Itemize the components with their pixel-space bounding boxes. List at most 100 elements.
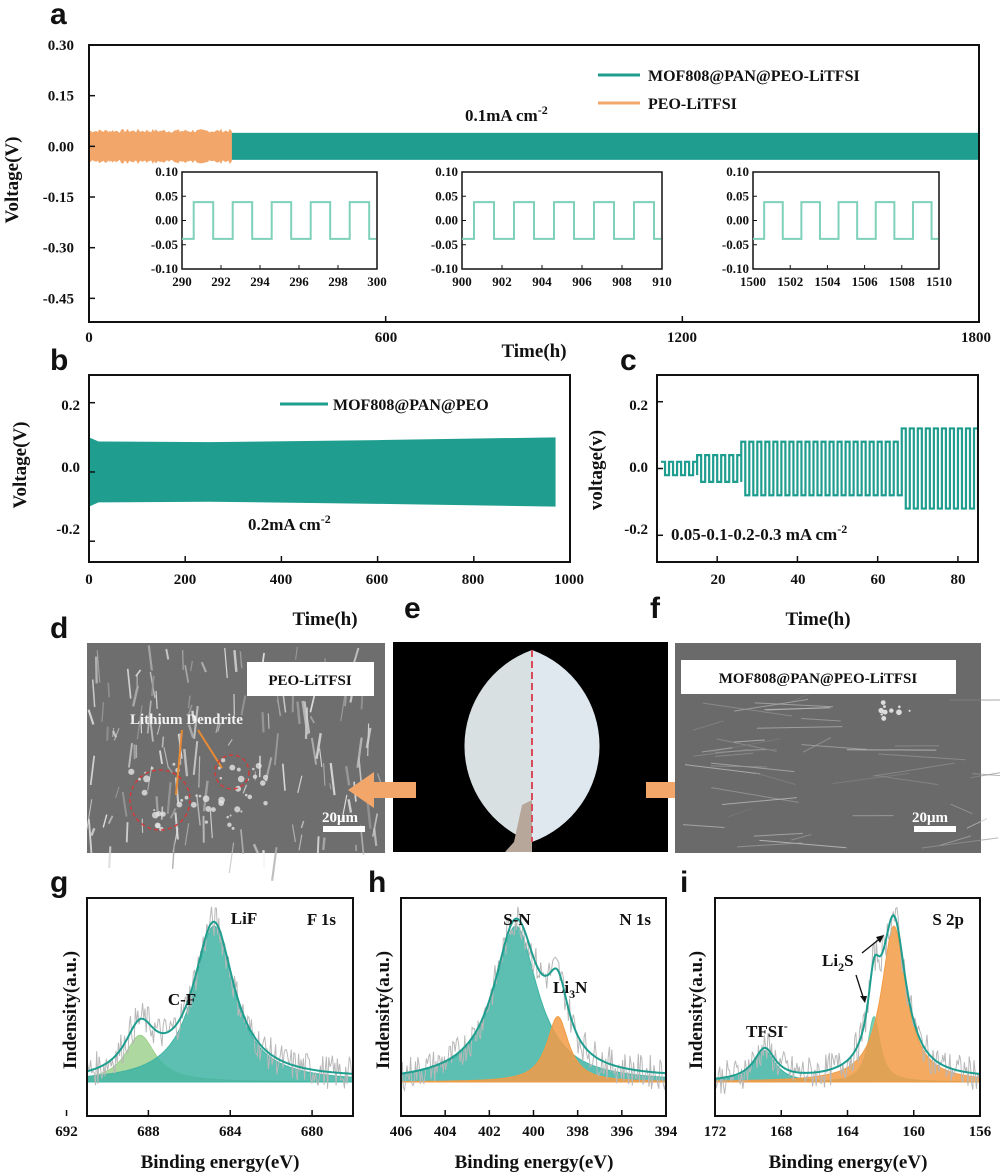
sem-ridge [111,730,118,738]
sem-ridge [89,755,96,786]
sem-particle [234,806,241,813]
inset-xtick-label: 902 [492,274,512,289]
inset-square-wave [753,201,939,240]
sem-particle [204,820,209,824]
ytick-label: 0.2 [629,398,648,414]
panel-g-ylabel: Indensity(a.u.) [60,951,81,1069]
sem-particle [231,826,235,830]
sem-particle [150,766,154,770]
sem-ridge [227,739,233,746]
sem-ridge [86,799,93,830]
sem-fold [972,773,1000,777]
sem-ridge [240,829,245,855]
panel-b-ylabel: Voltage(V) [10,422,31,509]
panel-i-ticks [714,1110,981,1116]
xtick-label: 800 [462,572,485,588]
ytick-label: -0.2 [624,522,648,538]
panel-a: a Voltage(V) Time(h) 0.30 0.15 0.00 -0.1… [2,0,991,362]
sem-particle [236,767,241,772]
ytick-label: -0.15 [43,190,74,206]
sem-ridge [200,661,207,673]
sem-ridge [265,757,273,778]
panel-h-xlabel: Binding energy(eV) [455,1152,614,1173]
sem-ridge [298,834,303,851]
sem-particle [151,811,159,819]
sem-tag-box-d [247,662,374,696]
panel-f: f MOF808@PAN@PEO-LiTFSI 20μm [650,592,1000,853]
sem-fold [737,842,803,848]
sem-particle [218,796,225,804]
sem-ridge [161,736,165,748]
sem-ridge [296,701,301,724]
sem-ridge [151,675,155,697]
sem-ridge [90,827,96,837]
fit-envelope [87,920,353,1075]
sem-ridge [125,822,129,843]
panel-a-xtick-labels: 0 600 1200 1800 [85,330,991,346]
panel-a-ylabel: Voltage(V) [2,137,23,224]
sem-ridge [322,837,326,851]
sem-particle [237,775,245,783]
inset-xtick-label: 906 [572,274,592,289]
sem-ridge [271,847,278,881]
sem-ridge [190,660,193,672]
inset-ytick-label: 0.05 [726,188,749,203]
fit-peak-s-n [401,925,666,1083]
sem-fold [710,762,795,773]
inset-900-910: 900 902 904 906 908 910 0.10 0.05 0.00 -0.05 -0.10 [431,164,672,289]
panel-label-h: h [368,866,386,899]
ytick-label: 0.0 [61,460,80,476]
xtick-label: 688 [137,1124,160,1140]
ytick-label: 0.0 [629,460,648,476]
sem-particle [240,810,243,813]
sem-particle [263,801,268,806]
lithium-dendrite-label: Lithium Dendrite [130,712,243,728]
inset-xtick-label: 900 [452,274,472,289]
panel-d: d PEO-LiTFSI Lithium Dendrite 20μm [50,612,385,881]
panel-b-ticks [88,401,571,562]
sem-fold [791,833,812,841]
sem-ridge [121,791,128,817]
sem-ridge [187,695,191,709]
ytick-label: 0.00 [48,139,74,155]
inset-290-300: 290 292 294 296 298 300 0.10 0.05 0.00 -0.05 -0.10 [151,164,387,289]
xtick-label: 404 [434,1124,457,1140]
panel-h-ticks [400,1110,667,1116]
sem-ridge [297,775,303,794]
sem-particle [141,789,148,796]
sem-fold [966,818,988,829]
sem-ridge [101,702,105,722]
inset-ytick-label: 0.00 [435,213,458,228]
sem-particle [244,793,248,797]
panel-label-a: a [50,0,67,31]
sem-particle [219,776,223,780]
sem-particle [227,822,232,828]
sem-ridge [187,724,195,739]
sem-particle [217,766,222,770]
sem-ridge [91,679,96,708]
xtick-label: 200 [174,572,197,588]
sem-particle [881,716,887,721]
sem-ridge [107,815,114,825]
sem-particle [235,785,242,792]
peak-label-li3n: Li3N [553,978,588,1001]
sem-particle [260,780,266,786]
sem-ridge [115,786,120,799]
sem-particle [176,801,183,808]
inset-xtick-label: 298 [328,274,348,289]
panel-a-ytick-labels: 0.30 0.15 0.00 -0.15 -0.30 -0.45 [43,38,74,307]
sem-ridge [356,737,363,768]
panel-e: e [348,592,714,852]
peak-label-c-f: C-F [168,990,196,1009]
sem-ridge [171,841,176,869]
sem-particle [252,767,255,771]
inset-frame [752,171,940,270]
inset-1500-1510: 1500 1502 1504 1506 1508 1510 0.10 0.05 0.00 -0.0… [722,164,952,289]
sem-ridge [310,737,318,765]
panel-g: g Indensity(a.u.) Binding energy(eV) 692… [50,866,354,1173]
sem-ridge [147,645,153,671]
inset-xtick-label: 292 [211,274,231,289]
sem-ridge [96,650,101,683]
li2s-arrow-2 [855,974,865,1001]
